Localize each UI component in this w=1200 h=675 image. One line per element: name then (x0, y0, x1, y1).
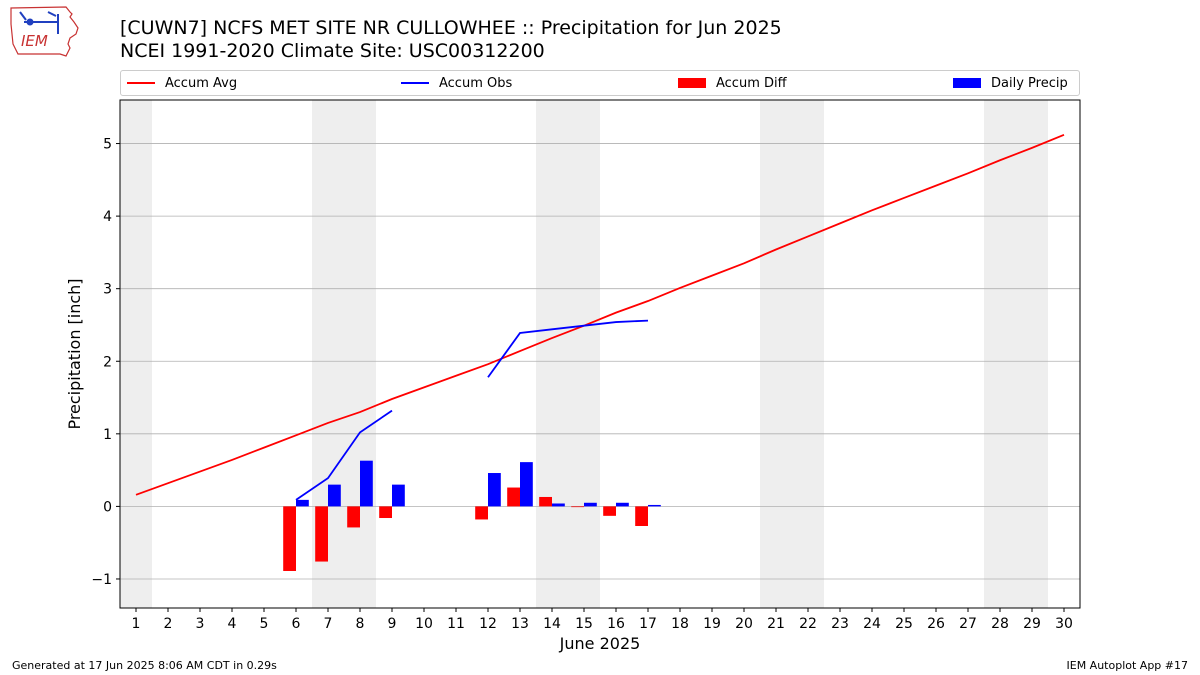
accum-diff-bar (475, 506, 488, 520)
legend-item-daily-precip: Daily Precip (953, 71, 1068, 95)
chart-subtitle: NCEI 1991-2020 Climate Site: USC00312200 (120, 40, 545, 62)
accum-diff-bar (283, 506, 296, 571)
grid-lines (120, 143, 1080, 580)
x-tick-label: 7 (324, 616, 333, 632)
accum-obs-line (487, 319, 649, 378)
y-tick-label: 1 (103, 427, 112, 443)
y-tick-label: 2 (103, 354, 112, 370)
x-tick-label: 19 (703, 616, 721, 632)
legend-label-daily-precip: Daily Precip (991, 75, 1068, 91)
legend-label-accum-obs: Accum Obs (439, 75, 513, 91)
x-tick-label: 23 (831, 616, 849, 632)
accum-avg-line (135, 134, 1065, 496)
y-tick-label: 4 (103, 209, 112, 225)
accum-diff-bar (571, 506, 584, 508)
x-tick-label: 14 (543, 616, 561, 632)
weekend-band-15 (568, 100, 600, 608)
x-tick-label: 26 (927, 616, 945, 632)
daily-precip-bar (392, 484, 405, 507)
x-tick-label: 29 (1023, 616, 1041, 632)
daily-precip-bar (520, 462, 533, 507)
iowa-outline-icon (10, 6, 79, 57)
legend-label-accum-avg: Accum Avg (165, 75, 238, 91)
x-tick-label: 25 (895, 616, 913, 632)
x-tick-label: 17 (639, 616, 657, 632)
accum-diff-bar (315, 506, 328, 562)
daily-precip-bar (584, 502, 597, 507)
legend: Accum Avg Accum Obs Accum Diff Daily Pre… (120, 70, 1080, 96)
y-tick-label: 3 (103, 282, 112, 298)
daily-precip-bar (648, 504, 661, 507)
legend-item-accum-obs: Accum Obs (401, 71, 512, 95)
x-tick-label: 21 (767, 616, 785, 632)
x-tick-label: 24 (863, 616, 881, 632)
x-axis-label: June 2025 (559, 634, 641, 653)
legend-swatch-accum-avg (127, 82, 155, 84)
x-tick-label: 13 (511, 616, 529, 632)
weekend-band-22 (792, 100, 824, 608)
legend-swatch-daily-precip (953, 78, 981, 88)
weekend-band-14 (536, 100, 568, 608)
weekend-band-21 (760, 100, 792, 608)
legend-swatch-accum-diff (678, 78, 706, 88)
accum-diff-bar (603, 506, 616, 516)
x-tick-label: 3 (196, 616, 205, 632)
bars (283, 460, 661, 571)
daily-precip-bar (328, 484, 341, 507)
accum-diff-bar (635, 506, 648, 526)
x-tick-label: 15 (575, 616, 593, 632)
x-tick-label: 20 (735, 616, 753, 632)
x-tick-label: 27 (959, 616, 977, 632)
accum-obs-line (295, 409, 393, 501)
x-tick-label: 16 (607, 616, 625, 632)
legend-item-accum-avg: Accum Avg (127, 71, 237, 95)
x-tick-label: 28 (991, 616, 1009, 632)
y-tick-label: 5 (103, 137, 112, 153)
x-tick-label: 1 (132, 616, 141, 632)
x-tick-label: 12 (479, 616, 497, 632)
daily-precip-bar (360, 460, 373, 507)
weekend-band-1 (120, 100, 152, 608)
x-tick-label: 18 (671, 616, 689, 632)
daily-precip-bar (616, 502, 629, 507)
legend-label-accum-diff: Accum Diff (716, 75, 787, 91)
daily-precip-bar (296, 499, 309, 507)
weather-station-icon (19, 11, 59, 34)
weekend-band-28 (984, 100, 1016, 608)
accum-diff-bar (379, 506, 392, 519)
lines (135, 134, 1065, 501)
x-tick-label: 5 (260, 616, 269, 632)
x-tick-label: 10 (415, 616, 433, 632)
weekend-band-29 (1016, 100, 1048, 608)
accum-diff-bar (507, 487, 520, 507)
generated-timestamp: Generated at 17 Jun 2025 8:06 AM CDT in … (12, 659, 277, 672)
x-tick-label: 9 (388, 616, 397, 632)
y-tick-label: −1 (91, 572, 112, 588)
daily-precip-bar (552, 503, 565, 507)
logo-text: IEM (21, 32, 48, 50)
x-tick-label: 8 (356, 616, 365, 632)
accum-diff-bar (347, 506, 360, 528)
x-tick-label: 30 (1055, 616, 1073, 632)
chart-title: [CUWN7] NCFS MET SITE NR CULLOWHEE :: Pr… (120, 17, 782, 39)
daily-precip-bar (488, 473, 501, 507)
x-tick-label: 4 (228, 616, 237, 632)
plot-frame (119, 99, 1081, 609)
accum-diff-bar (539, 496, 552, 507)
iem-logo: IEM (10, 6, 79, 57)
x-tick-label: 2 (164, 616, 173, 632)
legend-item-accum-diff: Accum Diff (678, 71, 787, 95)
y-axis-label: Precipitation [inch] (65, 278, 84, 429)
x-tick-label: 6 (292, 616, 301, 632)
legend-swatch-accum-obs (401, 82, 429, 84)
x-tick-label: 22 (799, 616, 817, 632)
y-tick-label: 0 (103, 499, 112, 515)
weekend-band-8 (344, 100, 376, 608)
weekend-shading (120, 100, 1048, 608)
x-tick-label: 11 (447, 616, 465, 632)
app-credit: IEM Autoplot App #17 (1066, 659, 1189, 672)
